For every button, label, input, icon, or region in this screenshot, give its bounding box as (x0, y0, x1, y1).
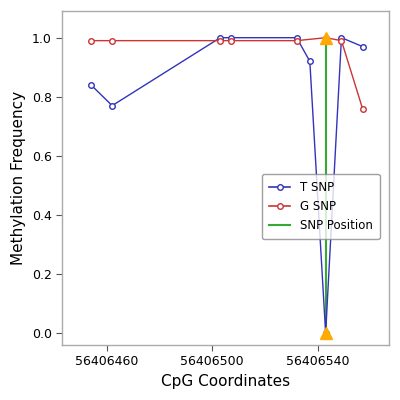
X-axis label: CpG Coordinates: CpG Coordinates (161, 374, 290, 389)
Legend: T SNP, G SNP, SNP Position: T SNP, G SNP, SNP Position (262, 174, 380, 239)
Y-axis label: Methylation Frequency: Methylation Frequency (11, 91, 26, 265)
